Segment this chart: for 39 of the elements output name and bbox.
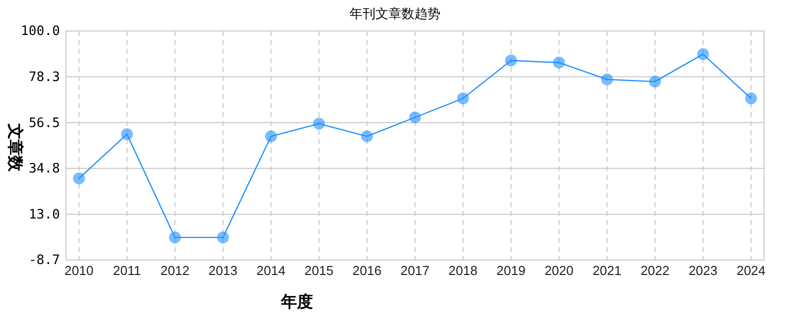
y-tick-label: 13.0 — [28, 207, 60, 222]
point — [73, 172, 85, 184]
point — [457, 92, 469, 104]
point — [745, 92, 757, 104]
point — [553, 56, 565, 69]
y-tick-label: 100.0 — [20, 24, 60, 40]
point — [265, 130, 277, 142]
point — [601, 74, 613, 86]
x-tick-label: 2010 — [64, 263, 94, 278]
y-tick-label: 78.3 — [28, 70, 60, 85]
x-tick-label: 2016 — [352, 263, 382, 278]
point — [169, 232, 181, 244]
x-tick-label: 2014 — [256, 263, 286, 278]
chart-title: 年刊文章数趋势 — [350, 6, 440, 21]
y-tick-label: 56.5 — [28, 116, 60, 131]
x-axis-title: 年度 — [280, 292, 313, 311]
x-tick-label: 2017 — [400, 263, 430, 278]
x-tick-label: 2013 — [208, 263, 238, 278]
x-tick-label: 2021 — [592, 263, 622, 278]
y-axis-title: 文章数 — [6, 122, 24, 172]
y-tick-label: 34.8 — [28, 162, 60, 177]
x-tick-label: 2023 — [688, 263, 718, 278]
x-tick-label: 2018 — [448, 263, 478, 278]
x-tick-label: 2024 — [736, 263, 766, 278]
point — [313, 118, 325, 130]
x-tick-label: 2012 — [160, 263, 190, 278]
x-tick-label: 2020 — [544, 263, 574, 278]
point — [697, 48, 709, 60]
x-tick-label: 2022 — [640, 263, 670, 278]
point — [361, 130, 373, 142]
point — [121, 128, 133, 140]
point — [217, 232, 229, 244]
point — [409, 111, 421, 124]
point — [505, 54, 517, 66]
x-tick-label: 2015 — [304, 263, 334, 278]
x-tick-label: 2011 — [112, 263, 141, 278]
y-tick-label: -8.7 — [28, 253, 60, 268]
point — [649, 76, 661, 88]
x-tick-label: 2019 — [496, 263, 526, 278]
